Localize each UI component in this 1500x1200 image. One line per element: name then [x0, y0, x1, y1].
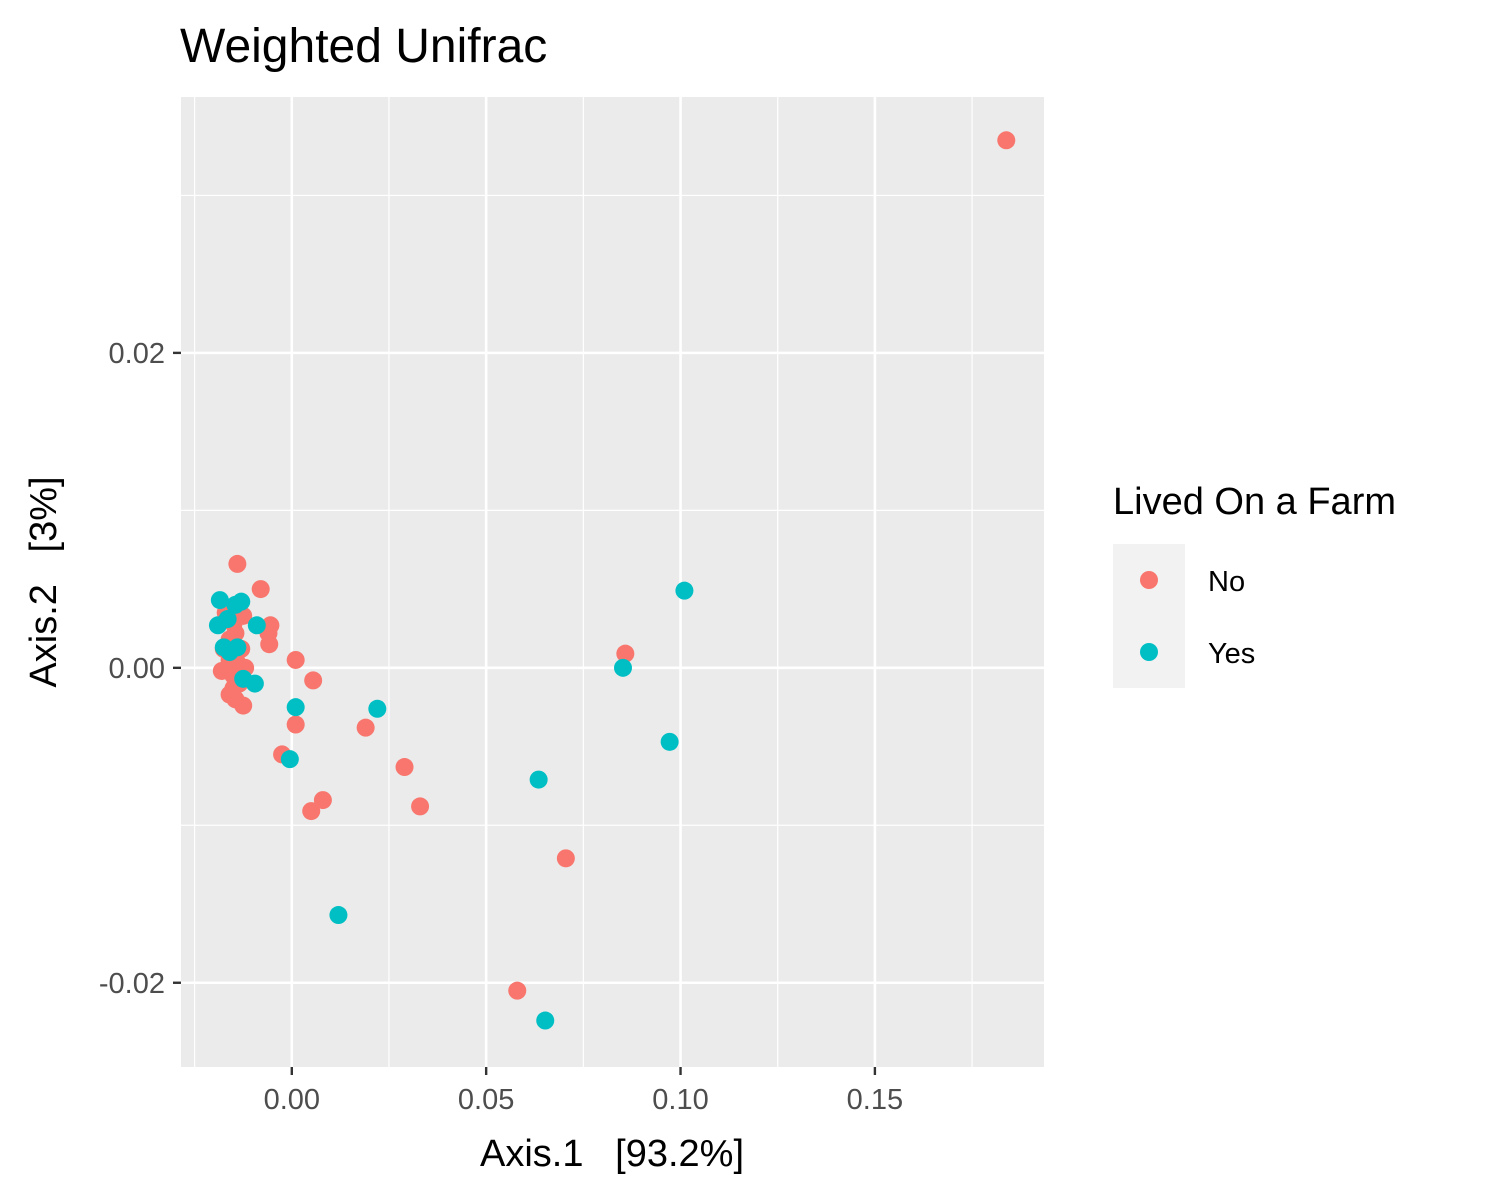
data-point-no	[286, 715, 305, 734]
y-axis: -0.02 0.00 0.02	[99, 338, 181, 1000]
data-point-no	[997, 131, 1016, 150]
y-tick-label: 0.02	[109, 338, 165, 370]
data-point-no	[251, 580, 270, 599]
legend: Lived On a Farm No Yes	[1113, 481, 1396, 688]
data-points	[208, 131, 1016, 1030]
minor-gridlines	[181, 97, 1044, 1067]
x-tick-label: 0.10	[652, 1084, 708, 1116]
major-gridlines	[181, 97, 1044, 1067]
data-point-yes	[280, 750, 299, 769]
y-tick-label: -0.02	[99, 968, 165, 1000]
x-axis: 0.00 0.05 0.10 0.15	[264, 1067, 903, 1116]
data-point-yes	[368, 699, 387, 718]
data-point-no	[234, 696, 253, 715]
legend-key-background	[1113, 544, 1185, 688]
data-point-no	[286, 650, 305, 669]
x-axis-title: Axis.1 [93.2%]	[480, 1133, 744, 1175]
data-point-no	[508, 981, 527, 1000]
x-tick-label: 0.05	[458, 1084, 514, 1116]
data-point-no	[395, 758, 414, 777]
data-point-no	[260, 635, 279, 654]
chart-title: Weighted Unifrac	[180, 20, 547, 73]
data-point-yes	[286, 698, 305, 717]
data-point-yes	[675, 581, 694, 600]
plot-panel	[181, 97, 1044, 1067]
data-point-yes	[613, 658, 632, 677]
data-point-no	[302, 802, 321, 821]
data-point-yes	[529, 770, 548, 789]
data-point-no	[304, 671, 323, 690]
data-point-yes	[660, 732, 679, 751]
data-point-no	[228, 554, 247, 573]
data-point-no	[411, 797, 430, 816]
legend-key-no	[1140, 571, 1158, 589]
y-tick-label: 0.00	[109, 653, 165, 685]
legend-title: Lived On a Farm	[1113, 481, 1396, 523]
data-point-yes	[247, 616, 266, 635]
data-point-yes	[220, 643, 239, 662]
data-point-yes	[208, 616, 227, 635]
y-axis-title: Axis.2 [3%]	[23, 476, 65, 687]
data-point-yes	[329, 906, 348, 925]
data-point-yes	[536, 1011, 555, 1030]
data-point-yes	[245, 674, 264, 693]
x-tick-label: 0.15	[847, 1084, 903, 1116]
data-point-yes	[226, 595, 245, 614]
data-point-no	[313, 791, 332, 810]
data-point-no	[556, 849, 575, 868]
data-point-yes	[210, 591, 229, 610]
data-point-no	[356, 718, 375, 737]
data-point-no	[616, 644, 635, 663]
legend-label-yes: Yes	[1208, 638, 1255, 670]
legend-label-no: No	[1208, 566, 1245, 598]
legend-key-yes	[1140, 643, 1158, 661]
x-tick-label: 0.00	[264, 1084, 320, 1116]
